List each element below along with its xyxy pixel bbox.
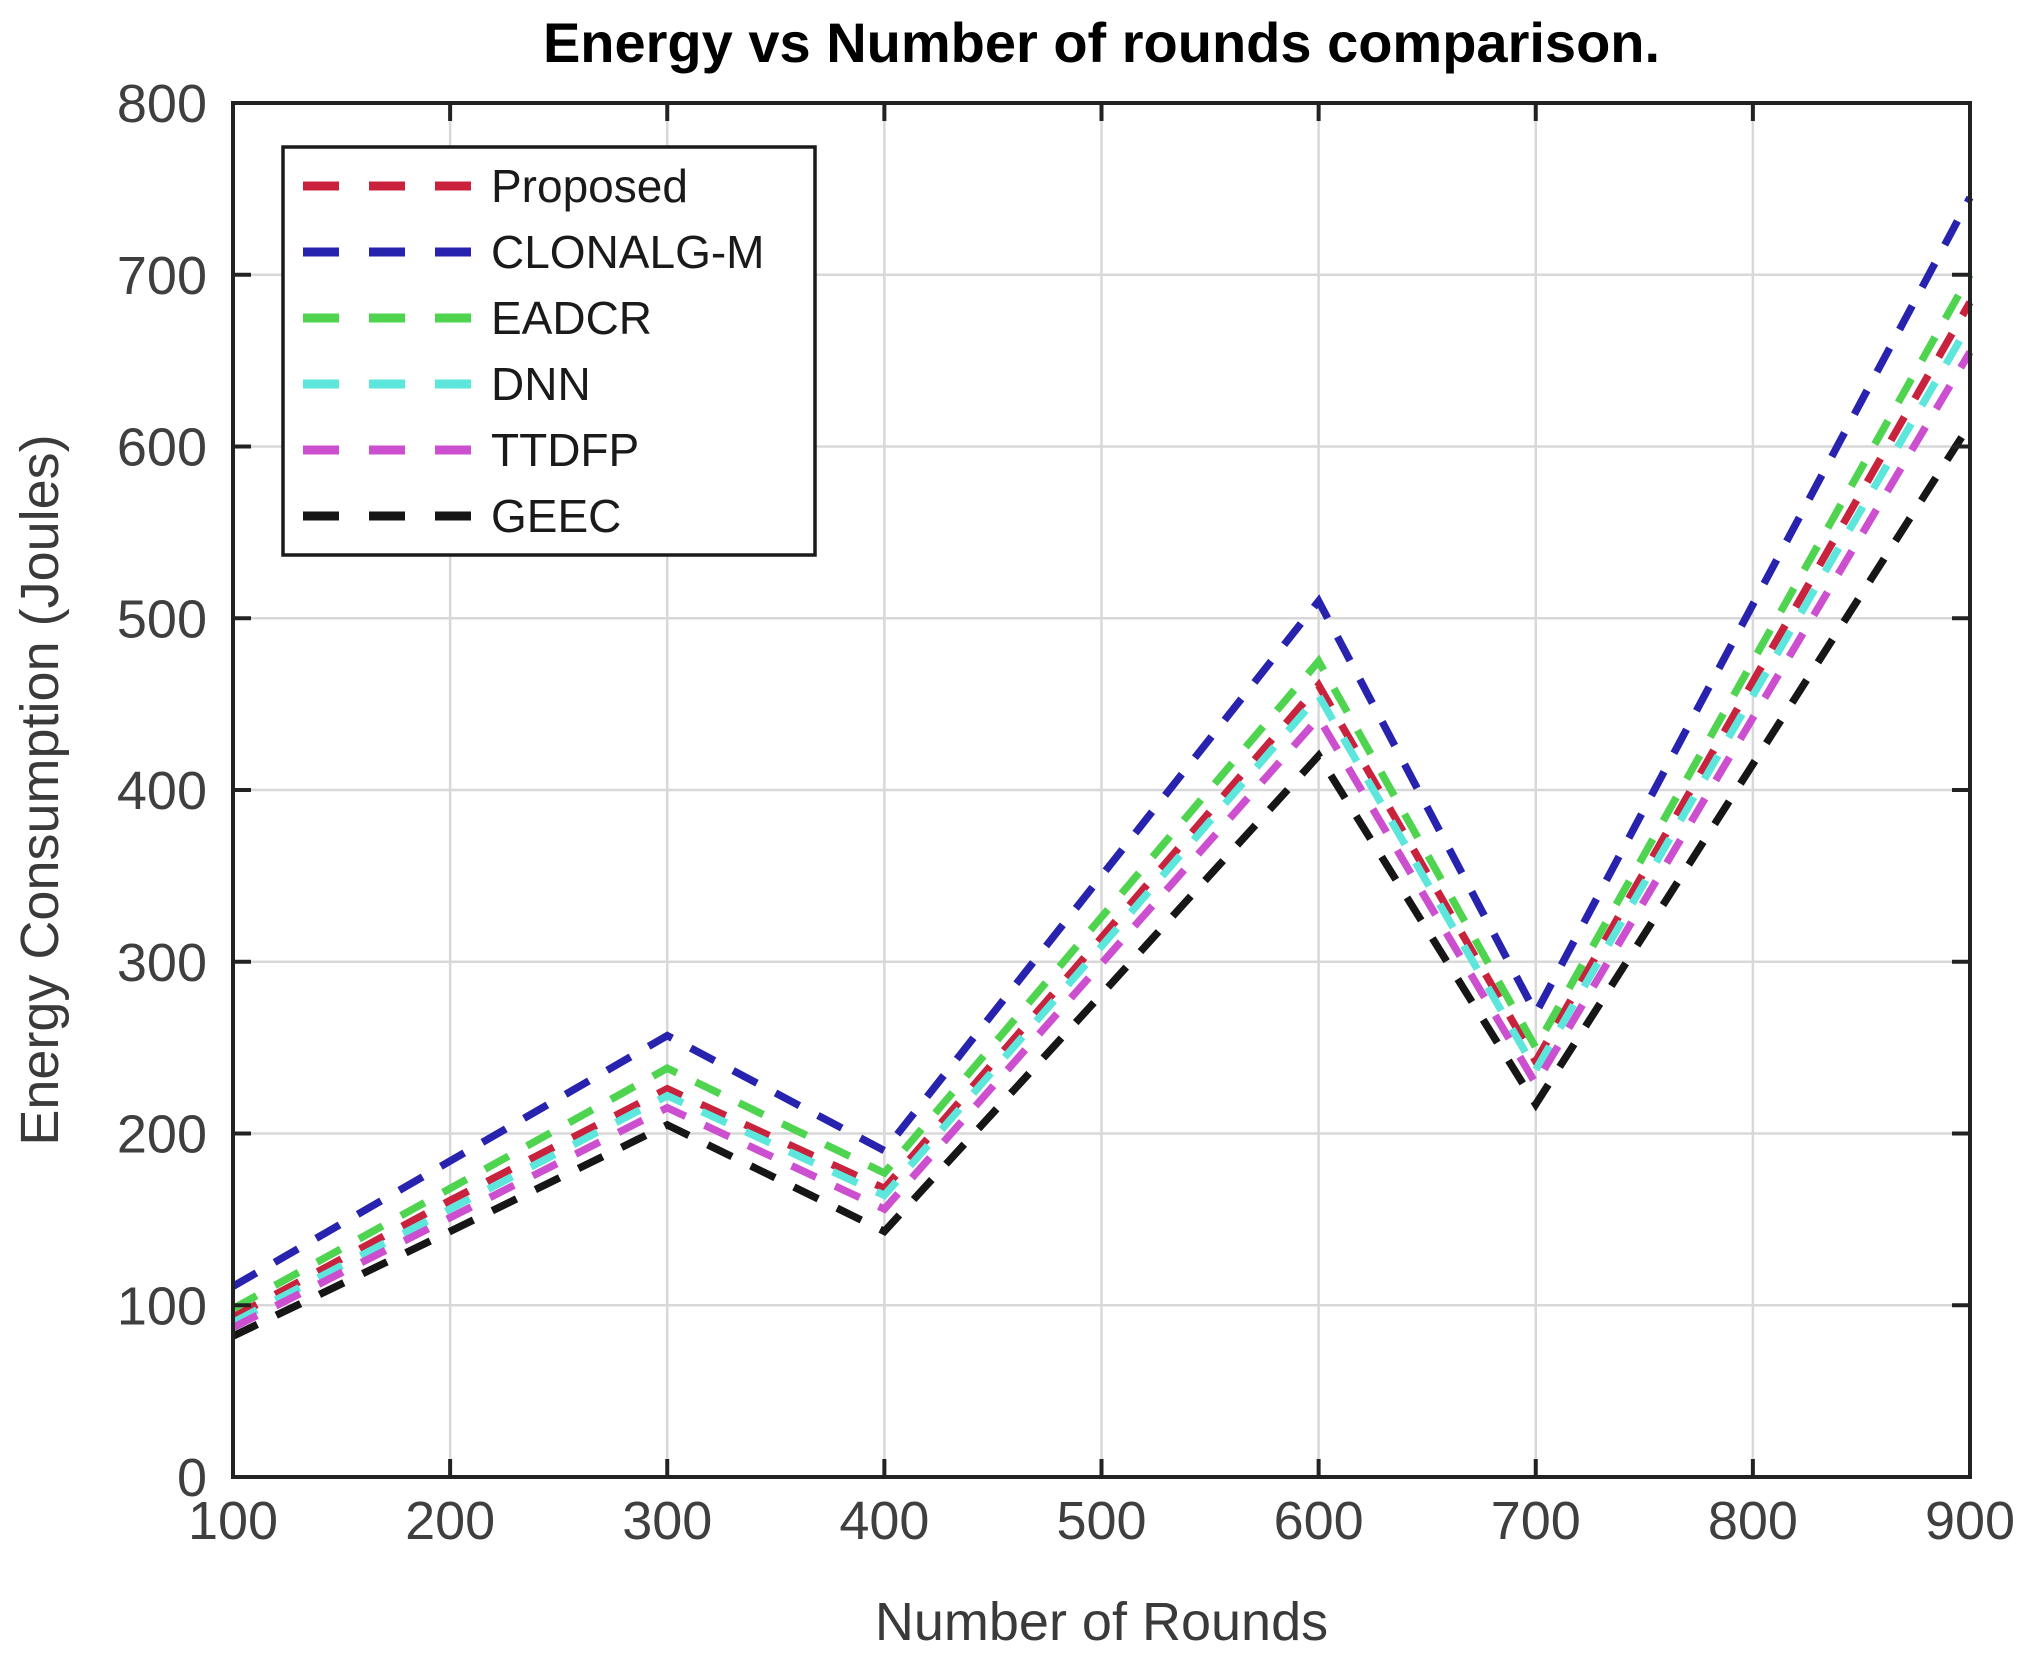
chart-title: Energy vs Number of rounds comparison. (543, 11, 1660, 74)
legend-text-geec: GEEC (491, 490, 621, 542)
tick-layer (231, 101, 1972, 1479)
legend-item-ttdfp: TTDFP (303, 424, 639, 476)
y-tick-label: 400 (117, 761, 207, 821)
legend-text-ttdfp: TTDFP (491, 424, 639, 476)
legend-item-dnn: DNN (303, 358, 591, 410)
y-tick-label: 100 (117, 1276, 207, 1336)
x-tick-label: 700 (1491, 1491, 1581, 1551)
series-line-clonalg-m (231, 195, 1974, 1290)
legend-text-eadcr: EADCR (491, 292, 652, 344)
y-tick-label: 200 (117, 1105, 207, 1165)
legend-item-eadcr: EADCR (303, 292, 652, 344)
series-line-proposed (231, 300, 1974, 1321)
tick-label-layer: 100 200 300 400 500 600 700 800 9000100200300400… (117, 74, 2015, 1551)
legend-text-proposed: Proposed (491, 160, 688, 212)
y-tick-label: 500 (117, 589, 207, 649)
series-layer (231, 195, 1974, 1340)
legend-item-clonalg-m: CLONALG-M (303, 226, 764, 278)
x-tick-label: 300 (622, 1491, 712, 1551)
x-tick-label: 500 (1056, 1491, 1146, 1551)
series-line-eadcr (231, 272, 1974, 1312)
x-tick-label: 800 (1708, 1491, 1798, 1551)
legend-box (281, 145, 817, 557)
y-tick-label: 700 (117, 246, 207, 306)
legend-item-proposed: Proposed (303, 160, 688, 212)
x-tick-label: 100 (188, 1491, 278, 1551)
legend-text-clonalg-m: CLONALG-M (491, 226, 764, 278)
y-tick-label: 0 (177, 1448, 207, 1508)
x-axis-label: Number of Rounds (875, 1592, 1328, 1652)
y-tick-label: 600 (117, 418, 207, 478)
x-tick-label: 200 (405, 1491, 495, 1551)
legend-text-dnn: DNN (491, 358, 591, 410)
x-tick-label: 900 (1925, 1491, 2015, 1551)
legend-item-geec: GEEC (303, 490, 621, 542)
y-tick-label: 800 (117, 74, 207, 134)
y-axis-label: Energy Consumption (Joules) (10, 434, 70, 1145)
y-tick-label: 300 (117, 933, 207, 993)
series-line-dnn (231, 320, 1974, 1326)
legend: Proposed CLONALG-M EADCR DNN TTDFP GEEC (281, 145, 817, 557)
series-line-ttdfp (231, 350, 1974, 1331)
x-tick-label: 400 (839, 1491, 929, 1551)
x-tick-label: 600 (1274, 1491, 1364, 1551)
